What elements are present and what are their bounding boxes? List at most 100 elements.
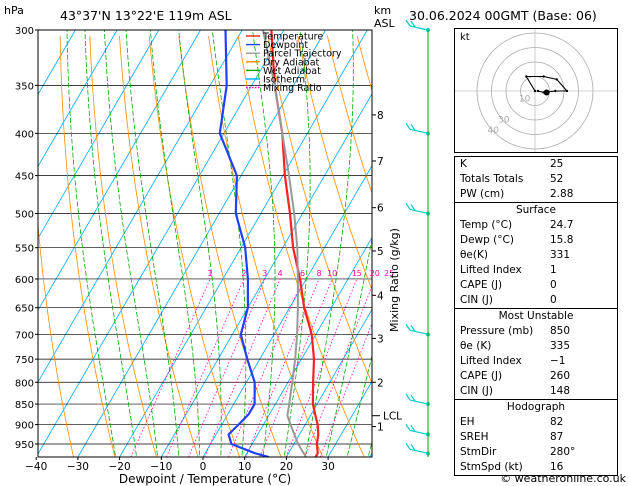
- hodograph-point: [555, 78, 558, 81]
- mixing-ratio-line: [304, 285, 372, 457]
- profile-lines: [218, 30, 320, 457]
- km-tick-label: 5: [377, 246, 384, 258]
- mu-row-li: Lifted Index −1: [460, 355, 566, 367]
- mixing-ratio-line: [188, 278, 266, 457]
- mixing-ratio-label: 15: [352, 269, 362, 278]
- pressure-tick-label: 750: [15, 355, 34, 366]
- mu-row-thetae: θe (K) 335: [460, 340, 571, 352]
- temperature-tick-label: −20: [109, 461, 131, 473]
- mixing-ratio-label: 8: [317, 269, 322, 278]
- pressure-tick-label: 950: [15, 440, 34, 451]
- mixing-ratio-label: 1: [208, 269, 213, 278]
- mixing-ratio-label: 3: [262, 269, 267, 278]
- hodograph-point: [525, 75, 528, 78]
- wind-barb-flag: [405, 323, 411, 331]
- dry-adiabat-line: [297, 35, 372, 292]
- background-lines: [38, 30, 372, 457]
- hodograph-panel: kt 40 30 10: [454, 28, 618, 153]
- wind-barb-flag: [410, 324, 416, 332]
- temperature-tick-label: −10: [150, 461, 172, 473]
- wet-adiabat-line: [150, 30, 201, 457]
- mixing-ratio-line: [204, 278, 281, 457]
- mixing-ratio-label: 10: [327, 269, 337, 278]
- temperature-tick-label: 0: [200, 461, 207, 473]
- dry-adiabat-line: [208, 35, 324, 457]
- hodograph-ring-label: 40: [487, 126, 499, 136]
- wind-barb-flag: [405, 122, 411, 130]
- legend-entry: Parcel Trajectory: [263, 49, 342, 60]
- km-tick-label: 4: [377, 290, 384, 302]
- lcl-label: LCL: [383, 411, 402, 423]
- hodograph-ring-label: 10: [519, 94, 531, 104]
- legend-entry: Temperature: [262, 32, 323, 43]
- surface-row-li: Lifted Index 1: [460, 264, 557, 276]
- pressure-tick-label: 850: [15, 400, 34, 411]
- index-row-pw: PW (cm) 2.88: [460, 188, 574, 200]
- temperature-line: [270, 30, 320, 457]
- dry-adiabat-line: [267, 35, 372, 385]
- mixing-ratio-line: [245, 278, 320, 457]
- wet-adiabat-line: [125, 30, 180, 457]
- wet-adiabat-line: [252, 30, 276, 457]
- surface-title: Surface: [455, 202, 617, 218]
- wind-barb-flag: [410, 123, 416, 131]
- temperature-tick-label: 30: [321, 461, 334, 473]
- km-tick-label: 3: [377, 333, 384, 345]
- wind-barb-flag: [410, 425, 416, 432]
- indices-panel: K 25 Totals Totals 52 PW (cm) 2.88 Surfa…: [454, 156, 618, 476]
- pressure-tick-label: 800: [15, 378, 34, 389]
- legend-entry: Dry Adiabat: [263, 57, 320, 68]
- surface-row-thetae: θe(K) 331: [460, 249, 571, 261]
- hodograph-point: [536, 89, 540, 93]
- storm-motion-marker: [543, 89, 550, 96]
- wet-adiabat-line: [304, 30, 354, 457]
- pressure-tick-label: 300: [15, 26, 34, 37]
- wet-adiabat-line: [346, 354, 372, 457]
- wind-barb: [409, 329, 429, 335]
- legend-entry: Dewpoint: [263, 40, 308, 51]
- mixing-ratio-label: 20: [370, 269, 380, 278]
- dry-adiabat-line: [59, 35, 116, 457]
- mixing-ratio-axis-label: Mixing Ratio (g/kg): [388, 228, 401, 332]
- height-unit-asl: ASL: [374, 17, 396, 30]
- dry-adiabat-line: [327, 35, 372, 195]
- wind-barb-flag: [405, 424, 411, 431]
- hodograph-ring-label: 30: [498, 115, 510, 125]
- mixing-ratio-label: 4: [278, 269, 283, 278]
- hodo-row-sreh: SREH 87: [460, 431, 564, 443]
- pressure-tick-label: 900: [15, 421, 34, 432]
- wet-adiabat-line: [104, 30, 159, 457]
- dry-adiabat-line: [119, 35, 199, 457]
- hodograph-unit: kt: [460, 32, 470, 43]
- wind-barb: [409, 399, 429, 405]
- km-tick-label: 6: [377, 203, 384, 215]
- hodograph-point: [554, 89, 557, 93]
- hodograph-point: [533, 89, 537, 93]
- pressure-tick-label: 400: [15, 129, 34, 140]
- mu-row-pressure: Pressure (mb) 850: [460, 325, 571, 337]
- isotherm-line: [38, 30, 243, 383]
- isotherm-line: [38, 30, 201, 311]
- pressure-tick-label: 450: [15, 172, 34, 183]
- surface-row-cin: CIN (J) 0: [460, 294, 557, 306]
- hodograph-table-title: Hodograph: [455, 399, 617, 415]
- wind-barb-flag: [405, 443, 411, 450]
- wind-barb-flag: [405, 19, 411, 27]
- parcel-trajectory-line: [262, 30, 307, 457]
- mu-row-cin: CIN (J) 148: [460, 385, 571, 397]
- wind-barb: [409, 25, 429, 31]
- dry-adiabat-line: [148, 35, 240, 457]
- plot-frame: [37, 29, 373, 458]
- temperature-tick-label: 10: [238, 461, 251, 473]
- km-tick-label: 8: [377, 110, 384, 122]
- isotherm-line: [38, 30, 160, 240]
- isotherm-line: [327, 380, 372, 457]
- pressure-tick-label: 600: [15, 275, 34, 286]
- dry-adiabat-line: [38, 220, 74, 457]
- surface-row-dewp: Dewp (°C) 15.8: [460, 234, 574, 246]
- dry-adiabat-line: [89, 35, 157, 457]
- isotherm-line: [244, 236, 372, 457]
- isotherm-line: [286, 308, 372, 457]
- location-title: 43°37'N 13°22'E 119m ASL: [60, 8, 232, 23]
